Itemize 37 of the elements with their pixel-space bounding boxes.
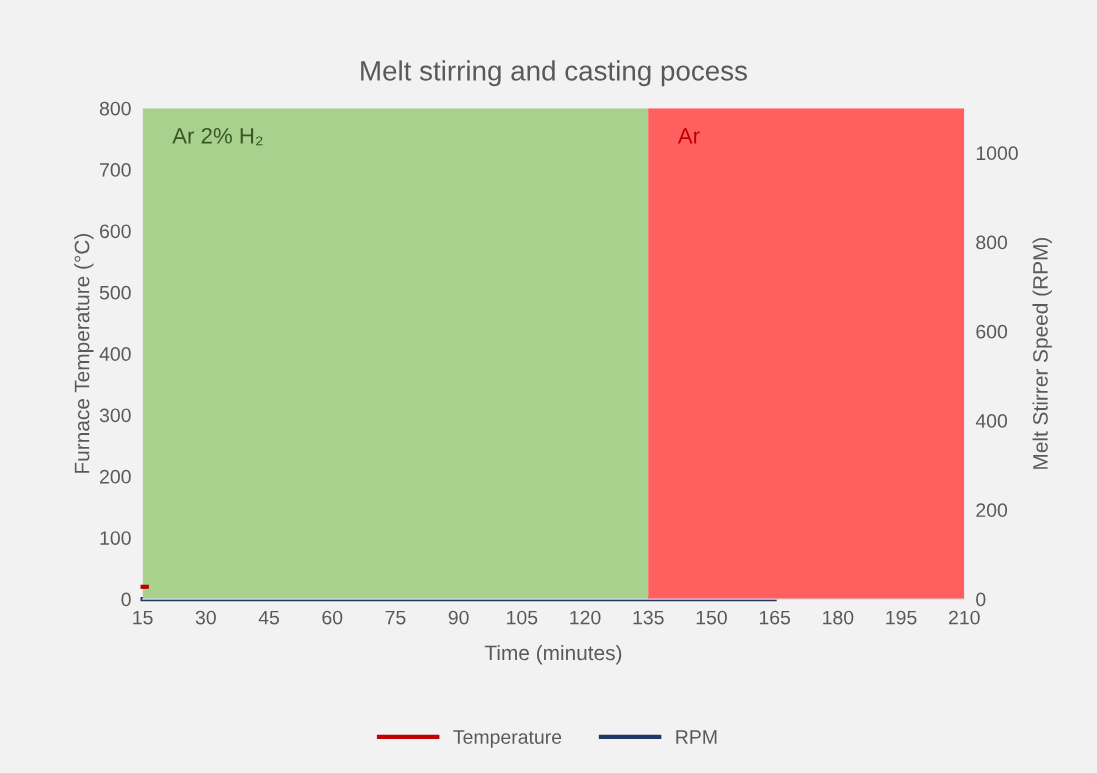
x-tick-label: 195	[886, 610, 917, 625]
y-tick-label: 100	[100, 531, 131, 545]
y2-tick-label: 800	[976, 235, 1008, 250]
legend-label: RPM	[676, 730, 717, 744]
y-tick-label: 500	[99, 285, 131, 300]
y2-tick-label: 0	[976, 592, 986, 607]
y2-axis-title: Melt Stirrer Speed (RPM)	[1032, 238, 1052, 469]
x-tick-label: 180	[823, 610, 854, 625]
y-tick-label: 200	[100, 469, 131, 484]
x-tick-label: 165	[759, 610, 791, 625]
y-tick-label: 300	[99, 408, 131, 423]
x-tick-label: 15	[133, 610, 153, 625]
y-tick-label: 700	[100, 163, 131, 177]
x-tick-label: 60	[322, 610, 343, 625]
legend-label: Temperature	[453, 730, 562, 748]
x-axis-title: Time (minutes)	[484, 644, 622, 665]
y-tick-label: 400	[99, 347, 131, 361]
x-tick-label: 30	[195, 610, 216, 625]
x-tick-label: 135	[633, 610, 664, 625]
y-tick-label: 600	[100, 224, 131, 239]
x-tick-label: 120	[570, 610, 601, 625]
x-tick-label: 90	[448, 610, 469, 625]
x-tick-label: 45	[258, 610, 280, 625]
y2-tick-label: 400	[975, 414, 1008, 428]
chart-title: Melt stirring and casting pocess	[361, 60, 747, 87]
y2-tick-label: 1000	[976, 146, 1018, 161]
band-label: Ar 2% H₂	[172, 127, 263, 146]
x-tick-label: 150	[696, 610, 727, 625]
x-tick-label: 210	[949, 610, 980, 625]
y-axis-title: Furnace Temperature (°C)	[74, 234, 94, 473]
y-tick-label: 0	[121, 592, 131, 607]
y2-tick-label: 200	[976, 503, 1008, 518]
x-tick-label: 105	[507, 610, 538, 625]
y2-tick-label: 600	[976, 324, 1008, 339]
x-tick-label: 75	[385, 610, 406, 625]
band-label: Ar	[677, 128, 700, 144]
y-tick-label: 800	[99, 101, 131, 116]
